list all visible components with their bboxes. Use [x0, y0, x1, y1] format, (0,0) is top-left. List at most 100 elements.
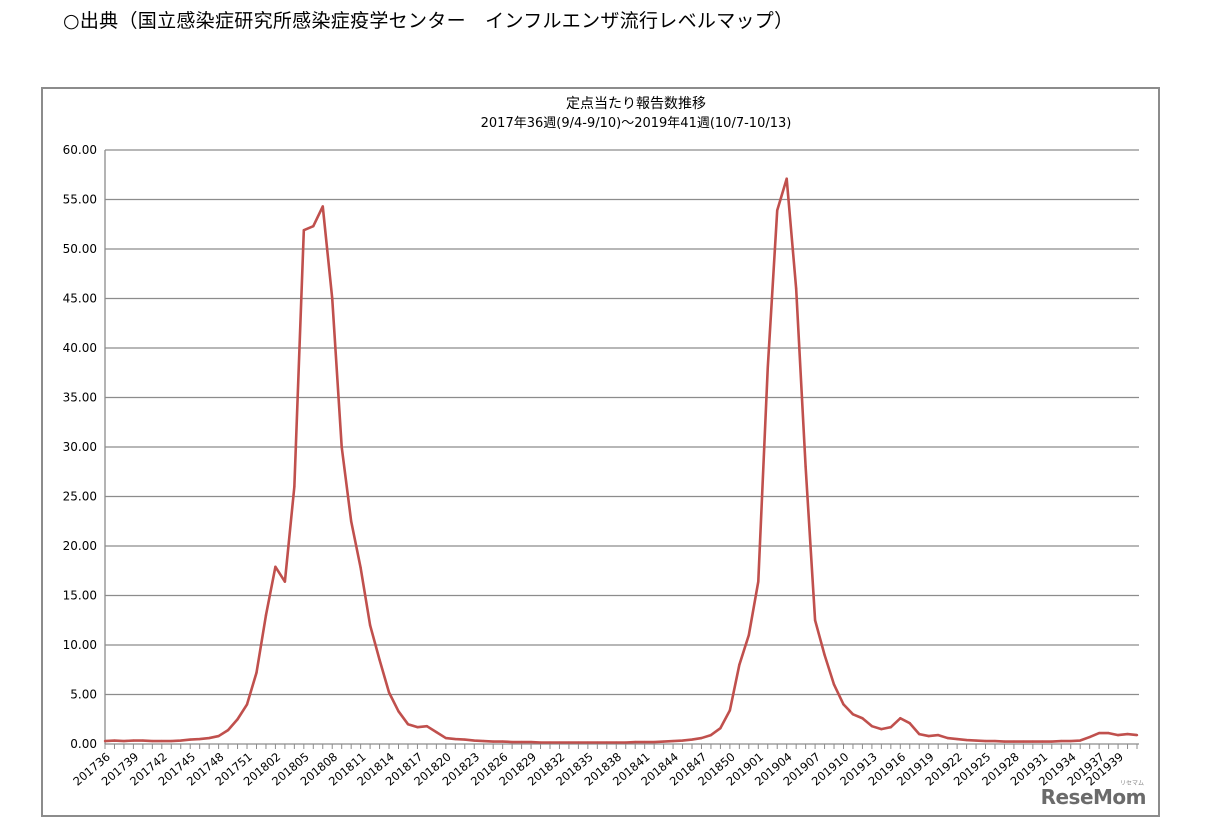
data-point	[955, 737, 959, 741]
data-point	[728, 709, 732, 712]
data-point	[264, 614, 268, 617]
data-point	[1060, 739, 1063, 743]
data-point	[823, 653, 826, 657]
source-note: ○出典（国立感染症研究所感染症疫学センター インフルエンザ流行レベルマップ）	[63, 10, 794, 32]
data-point	[1107, 731, 1110, 735]
data-point	[1003, 740, 1006, 743]
data-point	[331, 297, 334, 300]
y-tick-label: 5.00	[70, 688, 97, 702]
data-point	[387, 691, 391, 694]
data-point	[1116, 733, 1120, 737]
data-point	[416, 725, 419, 729]
data-point	[605, 741, 608, 744]
data-point	[425, 724, 429, 728]
data-point	[880, 727, 883, 731]
data-point	[473, 739, 476, 742]
data-point	[813, 619, 817, 622]
data-point	[785, 177, 788, 180]
data-point	[747, 633, 751, 637]
data-point	[709, 733, 713, 737]
data-point	[558, 741, 561, 744]
data-point	[491, 740, 495, 743]
data-point	[463, 738, 466, 741]
data-point	[189, 738, 192, 741]
data-point	[122, 739, 126, 743]
data-point	[634, 740, 637, 744]
data-point	[160, 739, 164, 743]
y-tick-label: 30.00	[63, 440, 97, 454]
data-point	[662, 740, 665, 743]
data-point	[1088, 735, 1091, 739]
data-point	[794, 287, 798, 290]
data-point	[454, 737, 457, 741]
data-point	[681, 739, 684, 742]
data-point	[1050, 740, 1053, 743]
data-point	[226, 728, 230, 732]
line-chart: 定点当たり報告数推移 2017年36週(9/4-9/10)～2019年41週(1…	[63, 96, 1139, 789]
data-point	[312, 225, 315, 228]
data-point	[700, 736, 703, 740]
data-point	[255, 671, 258, 674]
data-point	[1031, 740, 1035, 743]
data-point	[615, 741, 618, 744]
data-point	[965, 738, 968, 742]
data-point	[842, 703, 845, 706]
data-point	[520, 740, 523, 744]
data-point	[245, 703, 249, 706]
y-tick-label: 20.00	[63, 539, 97, 553]
data-point	[936, 733, 940, 737]
data-point	[397, 710, 400, 713]
data-point	[539, 741, 542, 744]
data-point	[103, 739, 107, 743]
data-point	[577, 741, 580, 744]
data-point	[359, 566, 362, 569]
data-point	[179, 739, 182, 742]
data-point	[908, 722, 911, 725]
data-point	[757, 580, 760, 583]
y-tick-label: 25.00	[63, 490, 97, 504]
y-tick-label: 45.00	[63, 292, 97, 306]
data-point	[132, 739, 135, 742]
data-point	[293, 485, 296, 488]
data-point	[1126, 732, 1129, 736]
data-point	[671, 739, 675, 743]
data-point	[482, 739, 485, 743]
data-point	[738, 663, 741, 666]
data-point	[766, 366, 769, 369]
data-point	[435, 730, 438, 734]
x-axis: 2017362017392017422017452017482017512018…	[70, 744, 1138, 789]
y-tick-label: 60.00	[63, 143, 97, 157]
y-tick-label: 40.00	[63, 341, 97, 355]
y-tick-label: 15.00	[63, 589, 97, 603]
data-point	[321, 205, 324, 208]
data-point	[624, 741, 627, 744]
data-point	[984, 739, 987, 743]
y-tick-label: 0.00	[70, 737, 97, 751]
data-point	[652, 740, 656, 744]
data-point	[207, 736, 211, 740]
data-point	[151, 739, 154, 743]
data-point	[217, 734, 220, 738]
data-point	[510, 740, 514, 744]
y-tick-label: 50.00	[63, 242, 97, 256]
data-point	[1097, 731, 1101, 735]
data-point	[1022, 740, 1025, 743]
data-point	[501, 740, 504, 743]
series-line	[104, 177, 1138, 744]
data-point	[804, 465, 807, 468]
resemom-logo: ReseMom	[1040, 785, 1147, 809]
data-point	[198, 737, 201, 741]
data-point	[340, 445, 343, 449]
data-point	[586, 741, 590, 744]
chart-frame: 定点当たり報告数推移 2017年36週(9/4-9/10)～2019年41週(1…	[41, 87, 1160, 817]
data-point	[993, 739, 997, 743]
data-point	[170, 739, 173, 743]
brand-subtext: リセマム	[1119, 780, 1144, 787]
data-point	[113, 739, 116, 742]
data-point	[1041, 740, 1044, 743]
data-point	[927, 734, 930, 738]
data-point	[1078, 739, 1082, 742]
data-point	[899, 717, 902, 720]
data-point	[1012, 740, 1016, 743]
data-point	[368, 624, 372, 627]
